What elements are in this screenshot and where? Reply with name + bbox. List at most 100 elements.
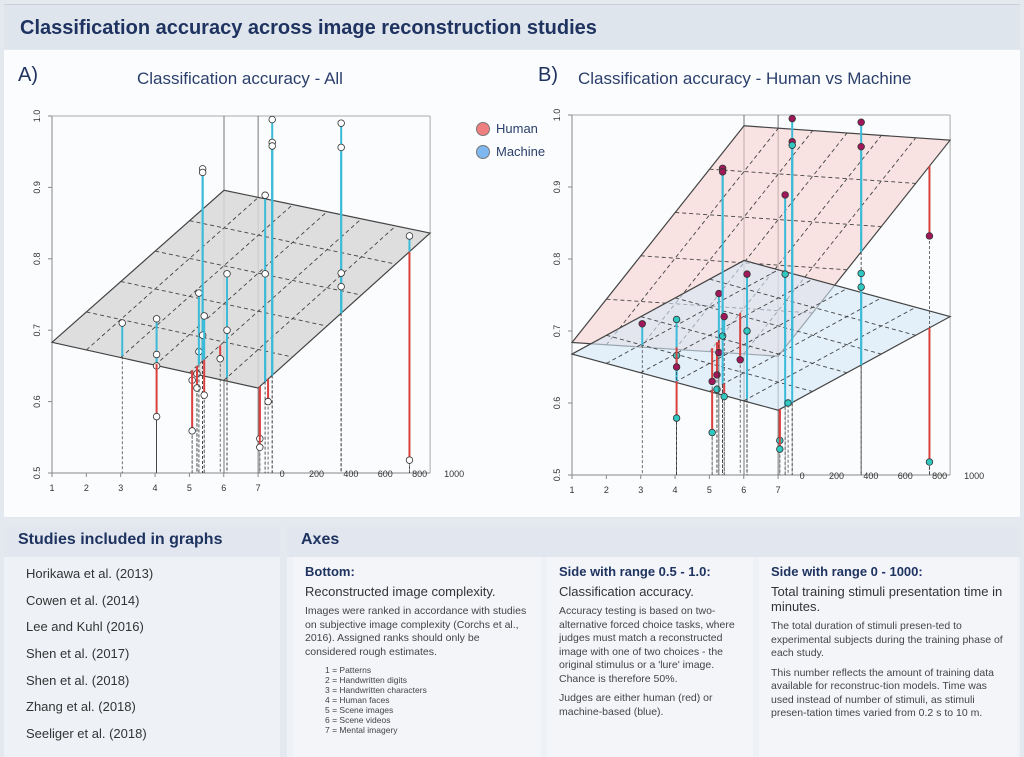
time-sub: Total training stimuli presentation time… — [771, 584, 1003, 614]
rank-item: 4 = Human faces — [325, 695, 390, 705]
header-bar: Classification accuracy across image rec… — [4, 4, 1020, 49]
study-item: Shen et al. (2017) — [26, 646, 130, 662]
x-tick-label: 7 — [776, 485, 781, 495]
bottom-heading: Bottom: — [305, 564, 355, 579]
chart-a-label: A) — [18, 64, 38, 86]
data-point-human — [405, 232, 414, 240]
y-tick-label: 0.6 — [552, 397, 562, 410]
rank-item: 2 = Handwritten digits — [325, 675, 407, 685]
z-tick-label: 0 — [800, 471, 805, 481]
data-point-machine — [256, 443, 264, 451]
data-point-machine — [200, 391, 208, 399]
data-point-machine — [672, 414, 681, 422]
plane-grid-line — [120, 281, 327, 327]
data-point-machine — [720, 392, 728, 401]
data-point-machine — [713, 385, 721, 394]
plane-grid-line — [154, 211, 328, 366]
regression-plane-machine — [570, 259, 952, 411]
data-point-machine — [776, 445, 784, 453]
time-body: The total duration of stimuli presen-ted… — [771, 620, 1003, 659]
study-item: Seeliger et al. (2018) — [26, 726, 147, 742]
data-point-human — [715, 289, 723, 298]
data-point-human — [337, 119, 345, 127]
x-tick-label: 2 — [84, 483, 89, 493]
data-point-machine — [193, 384, 201, 392]
rank-item: 3 = Handwritten characters — [325, 685, 427, 695]
data-point-human — [736, 356, 744, 364]
data-point-machine — [925, 458, 934, 466]
accuracy-body: Accuracy testing is based on two-alterna… — [559, 605, 735, 685]
plane-grid-line — [675, 297, 882, 355]
study-item: Lee and Kuhl (2016) — [26, 619, 144, 635]
rank-item: 1 = Patterns — [325, 665, 372, 675]
x-tick-label: 5 — [707, 485, 712, 495]
axes-bottom-column: Bottom: Reconstructed image complexity. … — [293, 557, 541, 757]
x-tick-label: 6 — [221, 483, 226, 493]
rank-item: 6 = Scene videos — [325, 715, 391, 725]
data-point-machine — [857, 269, 865, 278]
data-point-human — [638, 320, 646, 328]
x-tick-label: 4 — [153, 483, 158, 493]
legend-label-human: Human — [496, 121, 538, 136]
data-point-human — [857, 118, 865, 126]
axes-panel: Axes Bottom: Reconstructed image complex… — [287, 527, 1020, 757]
data-point-machine — [784, 399, 792, 407]
data-point-human — [720, 312, 728, 321]
studies-panel: Studies included in graphs Horikawa et a… — [4, 527, 280, 757]
y-tick-label: 0.8 — [32, 253, 42, 266]
time-body-2: This number reflects the amount of train… — [771, 666, 994, 720]
x-tick-label: 4 — [673, 485, 678, 495]
page-title: Classification accuracy across image rec… — [20, 17, 597, 39]
accuracy-sub: Classification accuracy. — [559, 584, 694, 599]
data-point-human — [118, 319, 126, 327]
y-tick-label: 1.0 — [32, 110, 42, 123]
y-tick-label: 0.8 — [552, 253, 562, 266]
data-point-machine — [405, 456, 414, 464]
data-point-human — [718, 168, 727, 176]
data-point-machine — [264, 397, 272, 406]
data-point-human — [743, 270, 751, 278]
data-point-machine — [261, 270, 269, 278]
plots-svg: 0.50.60.70.80.91.01 2 3 4 5 6 70 200 400 600 800 10… — [32, 109, 984, 495]
z-tick-label: 0 — [280, 469, 285, 479]
data-point-machine — [743, 327, 751, 335]
z-tick-label: 800 — [932, 471, 947, 481]
y-tick-label: 1.0 — [552, 109, 562, 122]
legend: Human Machine — [476, 117, 545, 163]
y-tick-label: 0.7 — [32, 324, 42, 337]
axes-title: Axes — [287, 527, 1020, 557]
data-point-human — [268, 115, 276, 124]
study-item: Horikawa et al. (2013) — [26, 566, 154, 581]
z-tick-label: 800 — [412, 469, 427, 479]
data-point-machine — [672, 315, 681, 324]
z-tick-label: 400 — [863, 471, 878, 481]
rank-item: 7 = Mental imagery — [325, 725, 398, 735]
plane-grid-line — [606, 269, 779, 364]
data-point-machine — [857, 283, 865, 291]
z-tick-label: 1000 — [964, 471, 984, 481]
data-point-human — [672, 363, 681, 371]
data-point-machine — [188, 427, 196, 435]
data-point-machine — [708, 428, 716, 437]
data-point-human — [781, 191, 789, 199]
x-tick-label: 3 — [638, 485, 643, 495]
study-item: Zhang et al. (2018) — [26, 699, 136, 715]
data-point-machine — [223, 326, 231, 334]
axes-time-column: Side with range 0 - 1000: Total training… — [759, 557, 1017, 757]
regression-plane-all — [50, 189, 432, 389]
data-point-human — [198, 168, 207, 177]
data-point-machine — [337, 282, 345, 291]
data-point-machine — [718, 332, 727, 340]
chart-b-title: Classification accuracy - Human vs Machi… — [578, 69, 912, 88]
plane-grid-line — [640, 316, 848, 374]
data-point-human — [261, 191, 269, 199]
rank-item: 5 = Scene images — [325, 705, 394, 715]
bottom-sub: Reconstructed image complexity. — [305, 584, 496, 599]
plane-grid-line — [189, 218, 362, 374]
data-point-machine — [268, 142, 276, 150]
y-tick-label: 0.7 — [552, 325, 562, 338]
z-tick-label: 1000 — [444, 469, 464, 479]
plane-grid-line — [709, 297, 882, 392]
accuracy-judges: Judges are either human (red) or machine… — [559, 692, 713, 718]
data-point-human — [857, 142, 865, 151]
